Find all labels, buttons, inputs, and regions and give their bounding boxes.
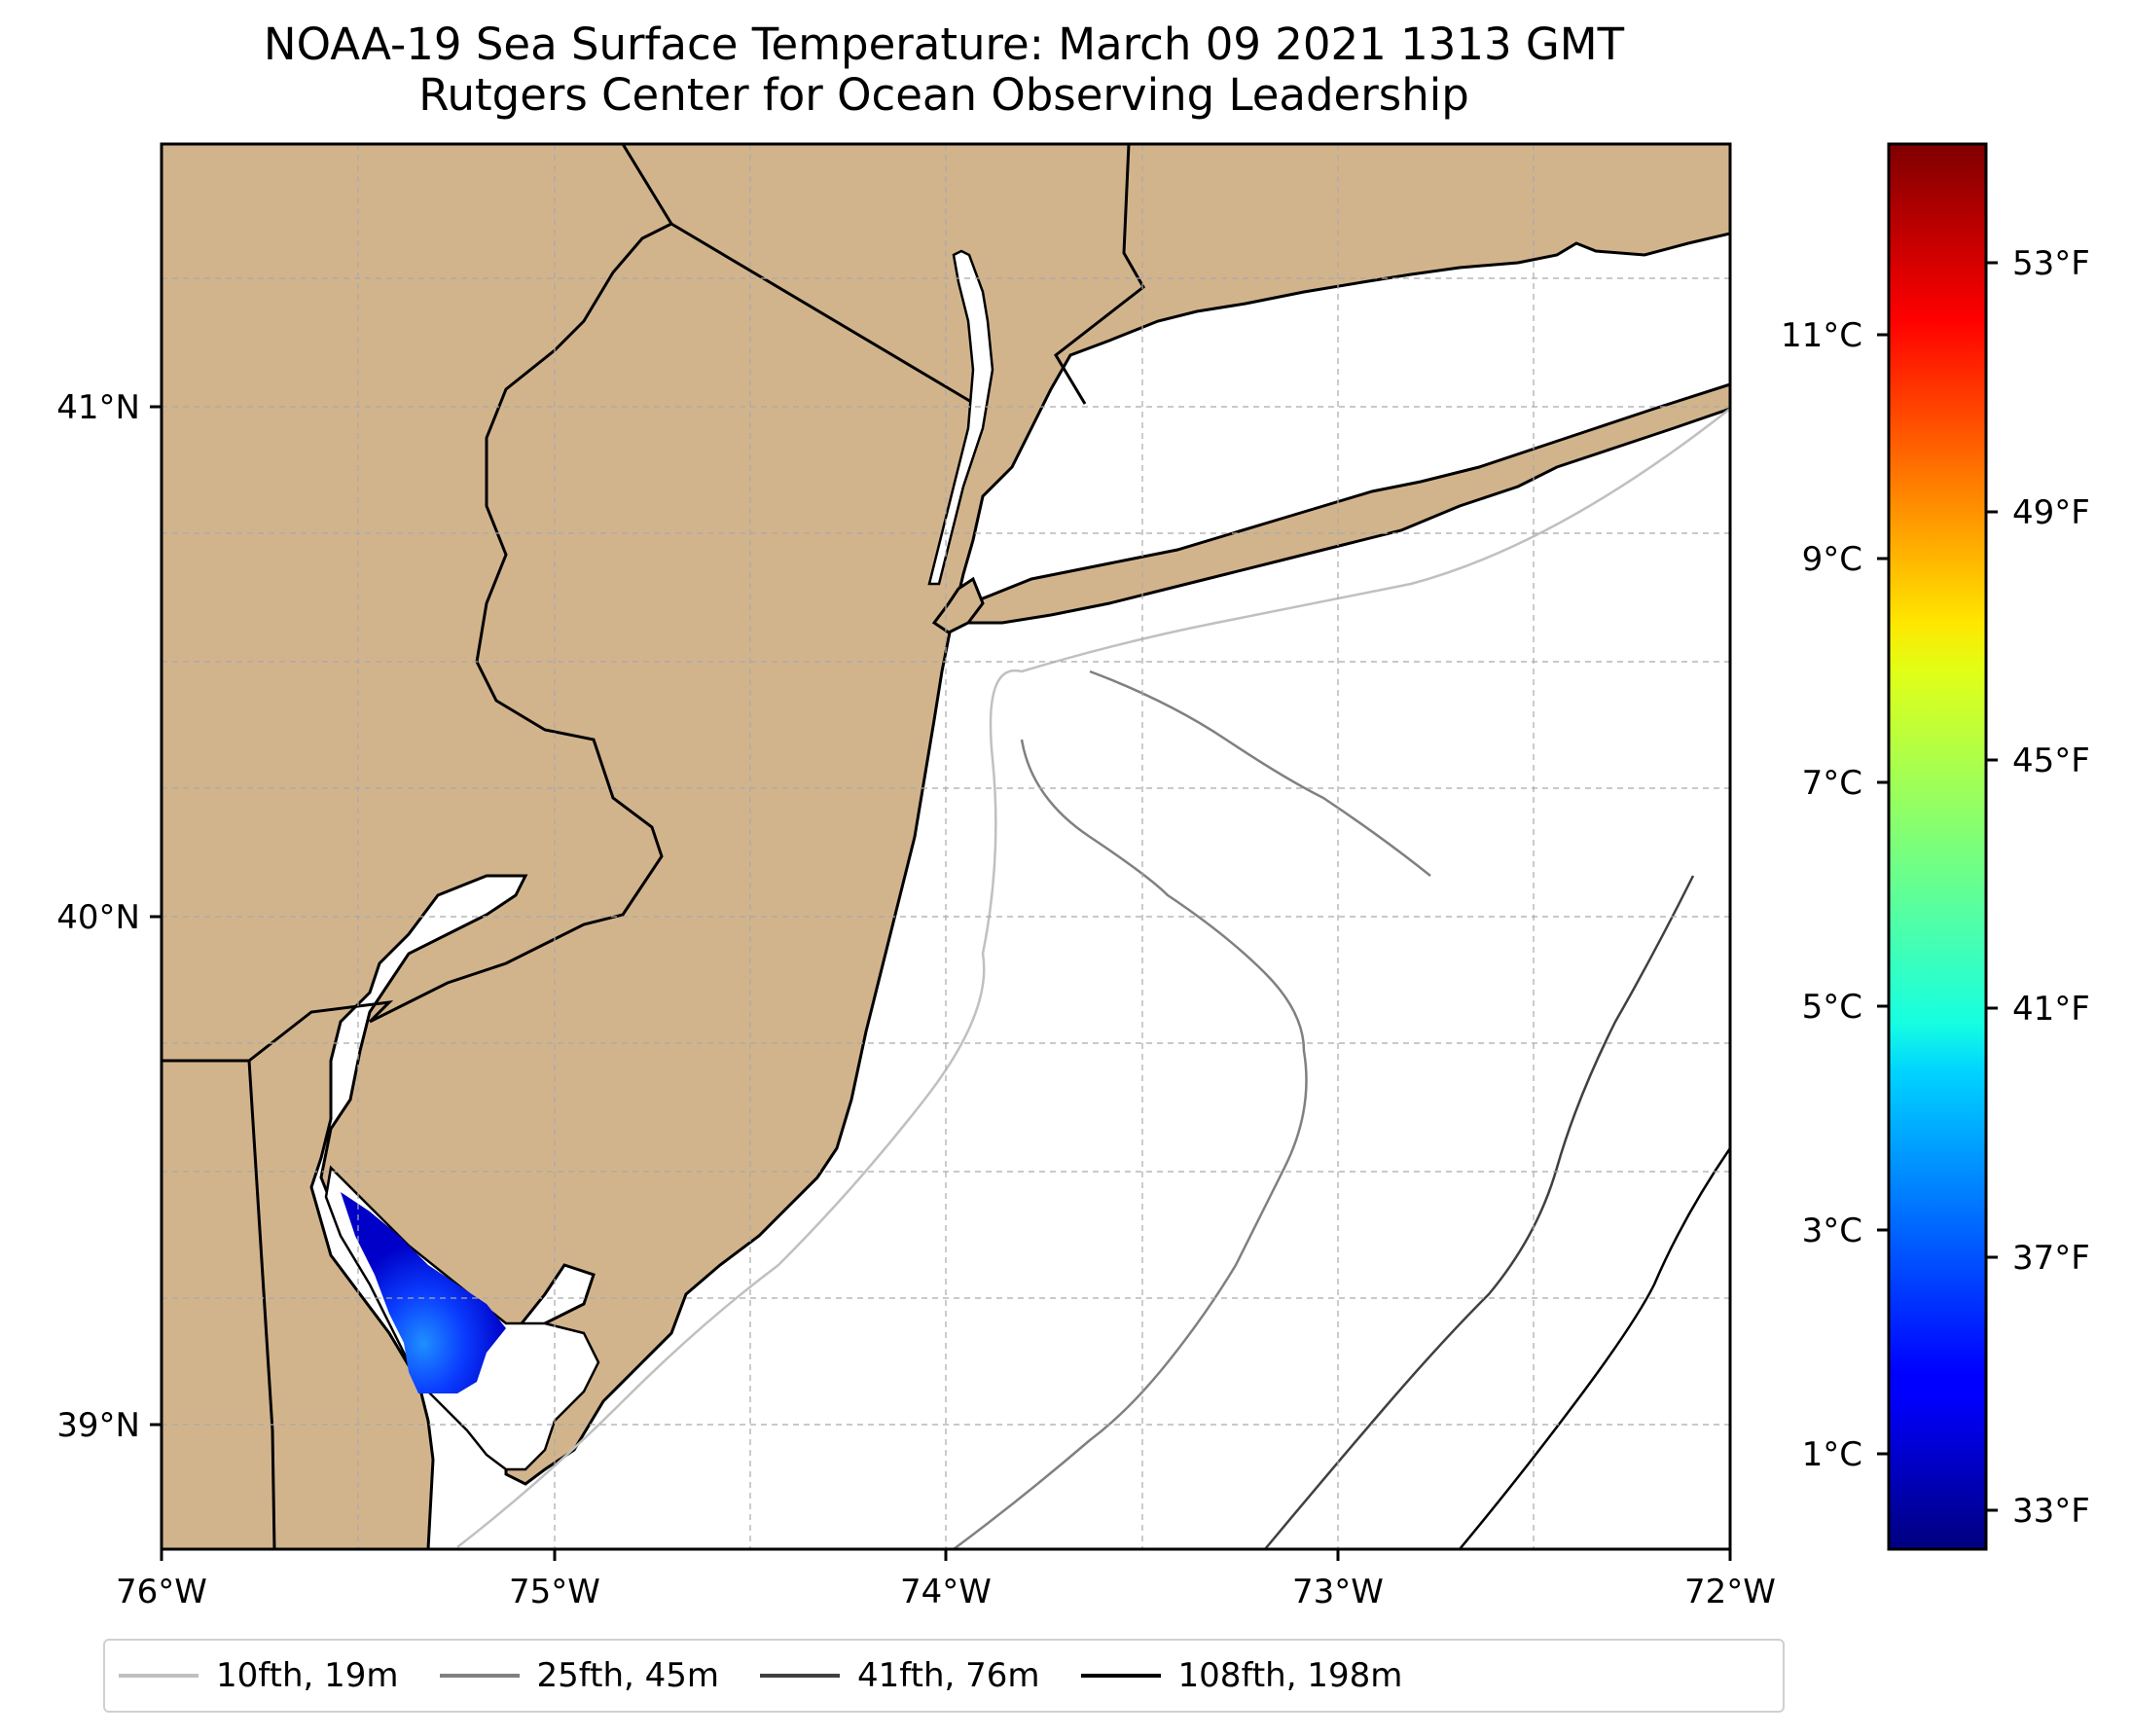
gridlines: [162, 144, 1730, 1549]
state-border-de-md: [248, 999, 394, 1063]
x-tick-label: 73°W: [1292, 1573, 1384, 1611]
legend-label: 108fth, 198m: [1177, 1656, 1403, 1695]
colorbar-celsius-label: 3°C: [1802, 1212, 1862, 1250]
legend-label: 41fth, 76m: [857, 1656, 1040, 1695]
legend: 10fth, 19m 25fth, 45m 41fth, 76m 108fth,…: [103, 1639, 1785, 1713]
land-mainland: [162, 144, 1730, 1549]
axis-ticks: [150, 405, 1732, 1561]
legend-item: 10fth, 19m: [119, 1656, 399, 1695]
colorbar-fahrenheit-label: 49°F: [2012, 493, 2090, 532]
colorbar-f-ticks: [1986, 261, 1998, 1512]
legend-swatch: [119, 1674, 199, 1678]
state-border-nj-pa: [369, 144, 674, 1024]
contour-108fth: [1459, 1147, 1730, 1549]
colorbar: [1887, 142, 1988, 1551]
chart-title: NOAA-19 Sea Surface Temperature: March 0…: [263, 18, 1625, 70]
x-tick-label: 76°W: [116, 1573, 207, 1611]
x-tick-label: 75°W: [509, 1573, 600, 1611]
hudson-river: [927, 249, 994, 586]
x-tick-label: 72°W: [1684, 1573, 1776, 1611]
colorbar-celsius-label: 1°C: [1802, 1435, 1862, 1474]
legend-label: 10fth, 19m: [216, 1656, 399, 1695]
legend-swatch: [1080, 1674, 1161, 1678]
legend-swatch: [760, 1674, 841, 1678]
title-block: NOAA-19 Sea Surface Temperature: March 0…: [0, 19, 1888, 121]
sst-patch: [341, 1192, 506, 1393]
colorbar-celsius-label: 7°C: [1802, 764, 1862, 803]
legend-label: 25fth, 45m: [536, 1656, 720, 1695]
chart-subtitle: Rutgers Center for Ocean Observing Leade…: [418, 69, 1469, 121]
state-border-ny-pa: [670, 222, 984, 411]
land-long-island: [944, 382, 1730, 625]
contour-25fth: [953, 669, 1431, 1549]
colorbar-c-ticks: [1877, 333, 1889, 1456]
contour-10fth: [456, 408, 1730, 1548]
colorbar-fahrenheit-label: 45°F: [2012, 741, 2090, 780]
y-tick-label: 41°N: [56, 388, 140, 427]
colorbar-celsius-label: 11°C: [1781, 316, 1862, 355]
contour-41fth: [1264, 875, 1695, 1549]
colorbar-celsius-label: 5°C: [1802, 988, 1862, 1027]
colorbar-celsius-label: 9°C: [1802, 540, 1862, 579]
legend-item: 108fth, 198m: [1080, 1656, 1403, 1695]
legend-swatch: [439, 1674, 520, 1678]
colorbar-fahrenheit-label: 53°F: [2012, 244, 2090, 283]
legend-item: 25fth, 45m: [439, 1656, 720, 1695]
legend-item: 41fth, 76m: [760, 1656, 1040, 1695]
colorbar-fahrenheit-label: 41°F: [2012, 990, 2090, 1029]
state-border-ny-ct: [1054, 144, 1145, 405]
colorbar-fahrenheit-label: 33°F: [2012, 1492, 2090, 1531]
colorbar-fahrenheit-label: 37°F: [2012, 1239, 2090, 1278]
y-tick-label: 40°N: [56, 898, 140, 937]
x-tick-label: 74°W: [900, 1573, 992, 1611]
y-tick-label: 39°N: [56, 1406, 140, 1445]
land-delmarva: [162, 1059, 276, 1549]
